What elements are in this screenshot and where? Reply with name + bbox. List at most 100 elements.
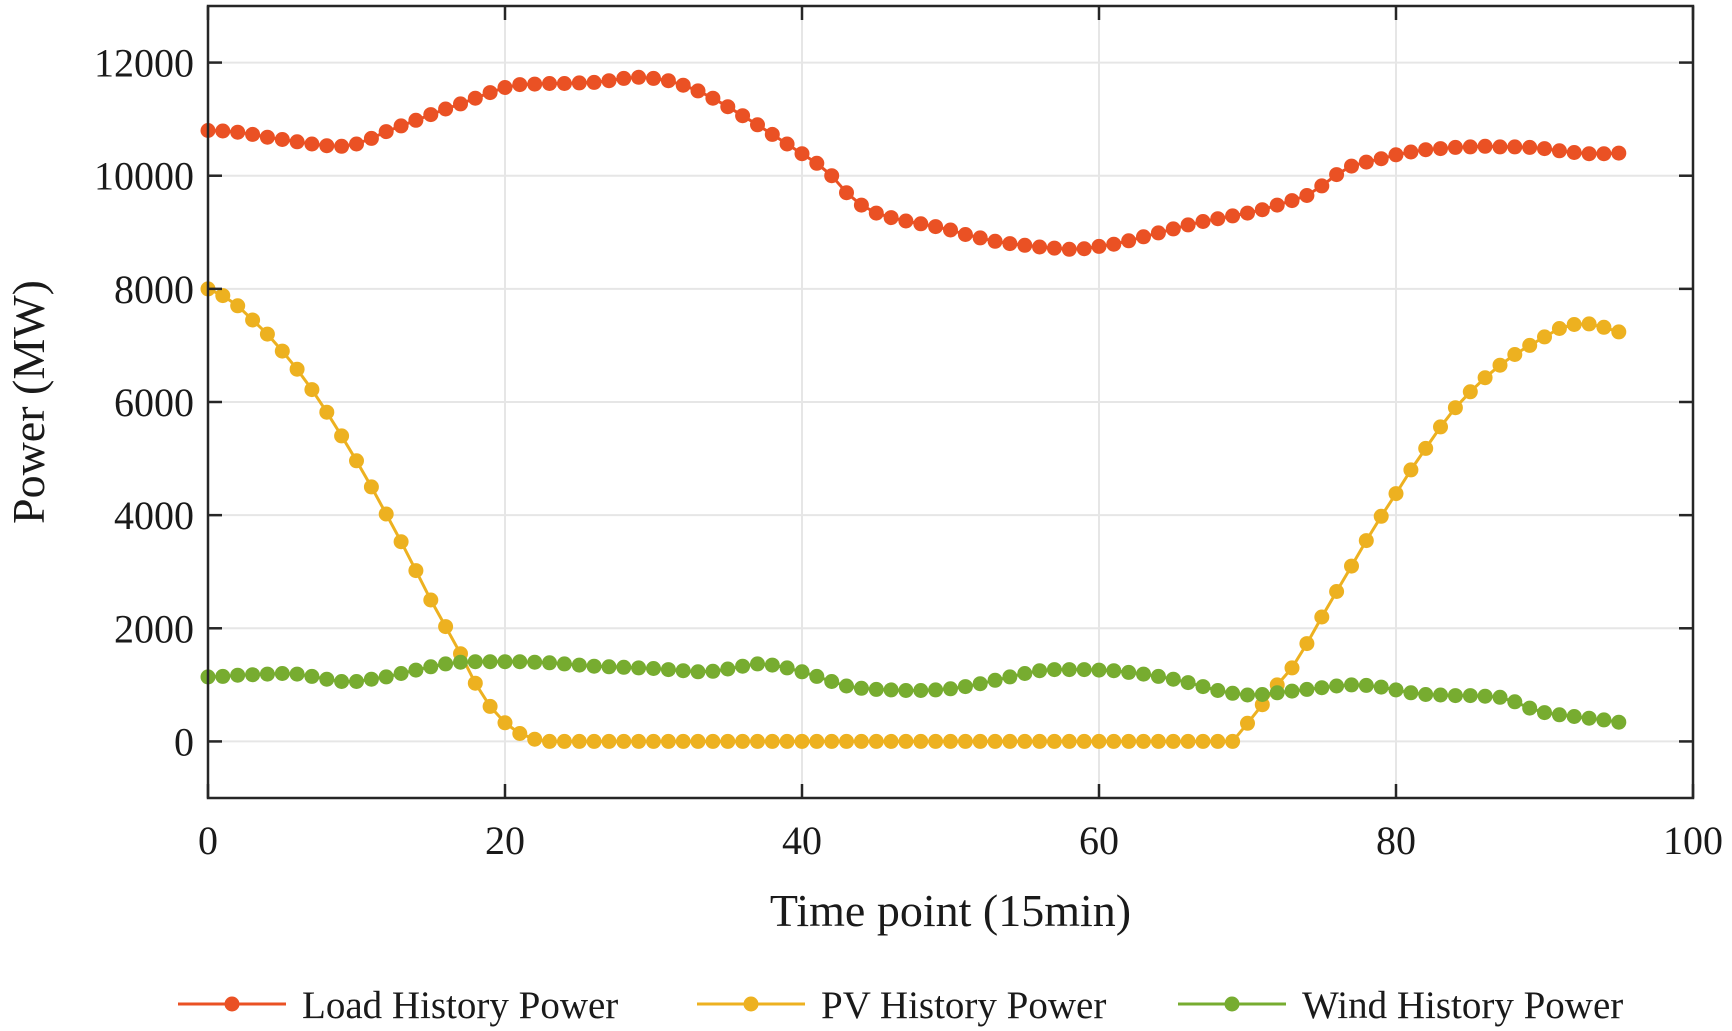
y-tick-label: 10000 bbox=[94, 154, 194, 199]
legend-item-pv-history-power: PV History Power bbox=[697, 984, 1106, 1027]
data-point-load-history-power bbox=[779, 136, 795, 152]
data-point-load-history-power bbox=[1477, 138, 1493, 154]
data-point-pv-history-power bbox=[542, 733, 557, 749]
tick-labels: 0 20 40 60 80 100 0 2000 4000 6000 8000 10000 12000 bbox=[94, 41, 1723, 863]
data-point-pv-history-power bbox=[1240, 715, 1255, 731]
data-point-wind-history-power bbox=[1225, 685, 1241, 701]
data-point-pv-history-power bbox=[779, 733, 795, 749]
data-point-load-history-power bbox=[453, 96, 468, 112]
data-point-wind-history-power bbox=[1254, 687, 1270, 702]
data-point-wind-history-power bbox=[1121, 664, 1137, 680]
data-point-pv-history-power bbox=[1150, 733, 1166, 749]
data-point-load-history-power bbox=[1566, 145, 1582, 160]
data-point-wind-history-power bbox=[764, 657, 780, 673]
data-point-load-history-power bbox=[1522, 139, 1538, 155]
data-point-wind-history-power bbox=[393, 666, 409, 681]
data-point-wind-history-power bbox=[631, 660, 647, 676]
data-point-wind-history-power bbox=[1492, 689, 1508, 705]
axis-ticks bbox=[206, 6, 1695, 798]
data-point-wind-history-power bbox=[779, 660, 795, 676]
data-point-load-history-power bbox=[601, 73, 617, 89]
data-point-pv-history-power bbox=[1507, 347, 1523, 362]
data-point-wind-history-power bbox=[883, 682, 899, 698]
data-point-pv-history-power bbox=[824, 733, 840, 749]
legend-marker bbox=[1224, 996, 1240, 1012]
data-point-pv-history-power bbox=[1061, 733, 1077, 749]
data-point-wind-history-power bbox=[319, 671, 335, 687]
y-tick-label: 4000 bbox=[114, 493, 194, 538]
data-point-load-history-power bbox=[750, 117, 765, 133]
data-point-wind-history-power bbox=[839, 678, 854, 694]
data-point-wind-history-power bbox=[943, 681, 958, 697]
data-point-load-history-power bbox=[660, 73, 676, 89]
data-point-pv-history-power bbox=[1017, 733, 1033, 749]
data-point-load-history-power bbox=[378, 124, 394, 140]
data-point-pv-history-power bbox=[750, 733, 765, 749]
data-point-pv-history-power bbox=[735, 733, 751, 749]
data-point-load-history-power bbox=[957, 227, 973, 242]
data-point-pv-history-power bbox=[1195, 733, 1211, 749]
data-point-load-history-power bbox=[824, 168, 840, 184]
data-point-wind-history-power bbox=[423, 659, 439, 675]
data-point-load-history-power bbox=[809, 155, 825, 171]
data-point-load-history-power bbox=[1225, 208, 1241, 224]
data-point-wind-history-power bbox=[1388, 682, 1404, 698]
data-point-pv-history-power bbox=[1165, 733, 1181, 749]
data-point-pv-history-power bbox=[1358, 533, 1374, 549]
legend: Load History Power PV History Power Wind H… bbox=[178, 984, 1623, 1027]
data-point-pv-history-power bbox=[408, 563, 424, 579]
data-point-pv-history-power bbox=[1032, 733, 1048, 749]
data-point-load-history-power bbox=[1447, 139, 1463, 155]
data-point-load-history-power bbox=[1329, 167, 1345, 183]
data-point-pv-history-power bbox=[334, 428, 350, 444]
x-tick-label: 80 bbox=[1376, 818, 1416, 863]
data-point-pv-history-power bbox=[1477, 370, 1493, 386]
data-point-pv-history-power bbox=[230, 298, 246, 314]
data-point-load-history-power bbox=[482, 85, 498, 101]
data-point-load-history-power bbox=[1091, 238, 1107, 254]
data-point-load-history-power bbox=[646, 70, 661, 86]
data-point-wind-history-power bbox=[853, 680, 869, 696]
data-point-pv-history-power bbox=[1537, 329, 1552, 345]
data-point-pv-history-power bbox=[1329, 584, 1345, 599]
data-point-pv-history-power bbox=[1418, 440, 1434, 456]
data-point-pv-history-power bbox=[1551, 321, 1567, 336]
data-point-load-history-power bbox=[1254, 202, 1270, 218]
data-point-pv-history-power bbox=[943, 733, 958, 749]
data-point-load-history-power bbox=[1046, 240, 1062, 256]
data-point-pv-history-power bbox=[304, 382, 320, 398]
data-point-pv-history-power bbox=[631, 733, 647, 749]
data-point-wind-history-power bbox=[1596, 712, 1612, 728]
data-point-wind-history-power bbox=[497, 654, 513, 670]
data-point-wind-history-power bbox=[1537, 705, 1552, 721]
data-point-load-history-power bbox=[735, 108, 751, 124]
data-point-pv-history-power bbox=[1180, 733, 1196, 749]
data-point-wind-history-power bbox=[1002, 669, 1018, 685]
data-point-pv-history-power bbox=[616, 733, 632, 749]
x-tick-label: 60 bbox=[1079, 818, 1119, 863]
data-point-wind-history-power bbox=[1017, 666, 1033, 681]
data-point-load-history-power bbox=[230, 124, 246, 140]
data-point-pv-history-power bbox=[1522, 337, 1538, 353]
data-point-wind-history-power bbox=[675, 663, 691, 679]
data-point-pv-history-power bbox=[1136, 733, 1151, 749]
data-point-load-history-power bbox=[987, 233, 1003, 249]
data-point-load-history-power bbox=[631, 69, 647, 85]
y-axis-title: Power (MW) bbox=[3, 280, 54, 524]
data-point-load-history-power bbox=[1017, 237, 1033, 253]
data-point-load-history-power bbox=[1121, 233, 1137, 249]
data-point-pv-history-power bbox=[1002, 733, 1018, 749]
data-point-pv-history-power bbox=[1433, 419, 1448, 435]
data-point-pv-history-power bbox=[1388, 486, 1404, 502]
data-point-wind-history-power bbox=[1136, 666, 1151, 682]
data-point-pv-history-power bbox=[898, 733, 914, 749]
data-point-pv-history-power bbox=[1611, 324, 1627, 340]
data-point-load-history-power bbox=[764, 126, 780, 142]
data-point-pv-history-power bbox=[1462, 384, 1478, 400]
data-point-wind-history-power bbox=[913, 683, 929, 698]
data-point-load-history-power bbox=[972, 230, 988, 246]
data-point-pv-history-power bbox=[393, 534, 409, 550]
data-point-pv-history-power bbox=[601, 733, 617, 749]
data-point-load-history-power bbox=[438, 101, 454, 117]
data-point-wind-history-power bbox=[1581, 710, 1597, 726]
